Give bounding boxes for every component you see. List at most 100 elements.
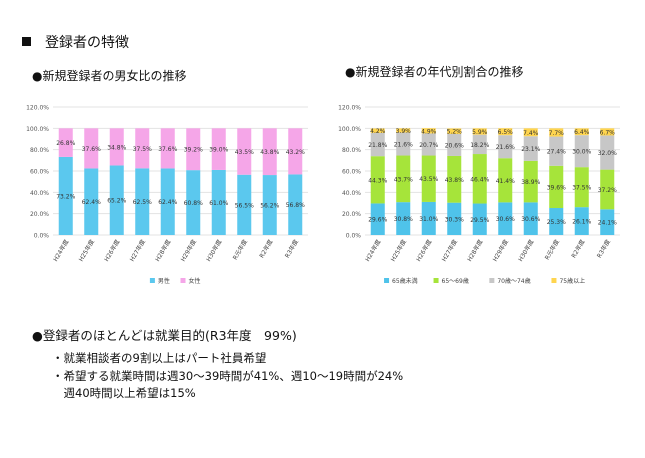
x-tick-label: H27年度 <box>128 238 147 263</box>
square-bullet-icon <box>22 37 31 46</box>
bar-segment <box>447 133 462 156</box>
bar-segment <box>523 202 538 235</box>
bar-segment <box>237 174 252 235</box>
bar-segment <box>370 132 385 157</box>
x-tick-label: H30年度 <box>516 238 535 263</box>
bar-segment <box>472 203 487 235</box>
bar-segment <box>160 128 175 169</box>
data-label: 46.4% <box>470 176 489 183</box>
data-label: 31.0% <box>419 216 438 223</box>
data-label: 37.2% <box>598 187 617 194</box>
data-label: 43.8% <box>445 177 464 184</box>
gender-ratio-chart: 0.0% 20.0% 40.0% 60.0% 80.0% 100.0% 120.0% 73.2… <box>26 105 308 285</box>
bar-segment <box>600 128 615 136</box>
y-tick-label: 120.0% <box>338 105 361 112</box>
data-label: 29.5% <box>470 217 489 224</box>
bar-segment <box>498 128 513 136</box>
data-label: 4.9% <box>421 128 437 135</box>
bar-segment <box>498 158 513 203</box>
bar-segment <box>211 128 226 170</box>
bar-segment <box>472 134 487 155</box>
y-tick-label: 100.0% <box>338 126 361 133</box>
page-title: 登録者の特徴 <box>22 32 129 52</box>
data-label: 24.1% <box>598 220 617 227</box>
bar-segment <box>288 174 303 235</box>
data-label: 32.0% <box>598 150 617 157</box>
gender-chart-heading: ●新規登録者の男女比の推移 <box>32 69 187 83</box>
bar-segment <box>109 165 124 235</box>
bar-segment <box>58 128 73 157</box>
data-label: 21.6% <box>496 144 515 151</box>
x-tick-label: H24年度 <box>51 238 70 263</box>
legend-label: 75歳以上 <box>559 277 585 285</box>
data-label: 62.4% <box>158 199 177 206</box>
x-tick-label: H25年度 <box>389 238 408 263</box>
bar-segment <box>523 160 538 203</box>
data-label: 39.2% <box>184 147 203 154</box>
data-label: 56.5% <box>235 202 254 209</box>
bar-segment <box>160 168 175 235</box>
bar-segment <box>58 156 73 235</box>
bullet-line-2: ・希望する就業時間は週30～39時間が41%、週10～19時間が24% <box>52 369 404 383</box>
bar-segment <box>574 167 589 208</box>
data-label: 30.8% <box>394 216 413 223</box>
data-label: 37.6% <box>82 146 101 153</box>
data-label: 37.5% <box>572 185 591 192</box>
y-tick-label: 80.0% <box>342 147 361 154</box>
bar-segment <box>135 128 150 169</box>
x-tick-label: H28年度 <box>465 238 484 263</box>
bar-segment <box>211 169 226 235</box>
data-label: 43.7% <box>394 176 413 183</box>
x-tick-label: H25年度 <box>77 238 96 263</box>
bar-segment <box>574 207 589 235</box>
data-label: 43.5% <box>235 149 254 156</box>
bar-segment <box>600 135 615 170</box>
bar-segment <box>262 128 277 176</box>
legend-label: 男性 <box>158 277 170 285</box>
data-label: 43.8% <box>260 149 279 156</box>
bar-segment <box>472 154 487 204</box>
y-tick-label: 100.0% <box>26 126 49 133</box>
data-label: 7.7% <box>549 130 565 137</box>
data-label: 6.7% <box>600 129 616 136</box>
legend-swatch <box>384 278 390 283</box>
legend-label: 65～69歳 <box>442 277 469 285</box>
data-label: 39.6% <box>547 184 566 191</box>
data-label: 6.4% <box>574 129 590 136</box>
x-tick-label: R元年度 <box>231 238 249 261</box>
data-label: 29.6% <box>368 217 387 224</box>
data-label: 3.9% <box>396 128 412 135</box>
y-tick-label: 20.0% <box>342 211 361 218</box>
legend-swatch <box>180 278 186 283</box>
y-tick-label: 0.0% <box>346 233 362 240</box>
y-tick-label: 80.0% <box>30 147 49 154</box>
bar-segment <box>574 128 589 136</box>
data-label: 30.3% <box>445 216 464 223</box>
data-label: 43.2% <box>286 149 305 156</box>
y-tick-label: 20.0% <box>30 211 49 218</box>
bar-segment <box>498 202 513 235</box>
data-label: 43.5% <box>419 176 438 183</box>
data-label: 23.1% <box>521 146 540 153</box>
data-label: 37.6% <box>158 146 177 153</box>
bar-segment <box>447 202 462 235</box>
data-label: 20.7% <box>419 142 438 149</box>
data-label: 56.8% <box>286 202 305 209</box>
data-label: 26.1% <box>572 219 591 226</box>
bar-segment <box>237 128 252 175</box>
bar-segment <box>447 155 462 203</box>
bar-segment <box>135 168 150 235</box>
bar-segment <box>370 156 385 204</box>
purpose-heading: ●登録者のほとんどは就業目的(R3年度 99%) <box>32 328 297 343</box>
data-label: 21.8% <box>368 142 387 149</box>
x-tick-label: H29年度 <box>491 238 510 263</box>
legend-swatch <box>149 278 155 283</box>
bar-segment <box>549 208 564 235</box>
data-label: 62.5% <box>133 199 152 206</box>
age-chart-heading: ●新規登録者の年代別割合の推移 <box>345 65 524 79</box>
x-tick-label: H26年度 <box>414 238 433 263</box>
bar-segment <box>288 128 303 175</box>
bar-segment <box>447 128 462 134</box>
legend-label: 70歳～74歳 <box>497 277 530 285</box>
data-label: 60.8% <box>184 200 203 207</box>
